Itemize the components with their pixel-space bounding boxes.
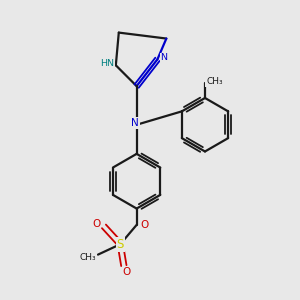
Text: O: O (92, 219, 101, 229)
Text: O: O (141, 220, 149, 230)
Text: HN: HN (100, 59, 115, 68)
Text: N: N (160, 53, 167, 62)
Text: O: O (123, 267, 131, 277)
Text: CH₃: CH₃ (79, 253, 96, 262)
Text: CH₃: CH₃ (206, 77, 223, 86)
Text: S: S (117, 238, 124, 251)
Text: N: N (131, 118, 139, 128)
